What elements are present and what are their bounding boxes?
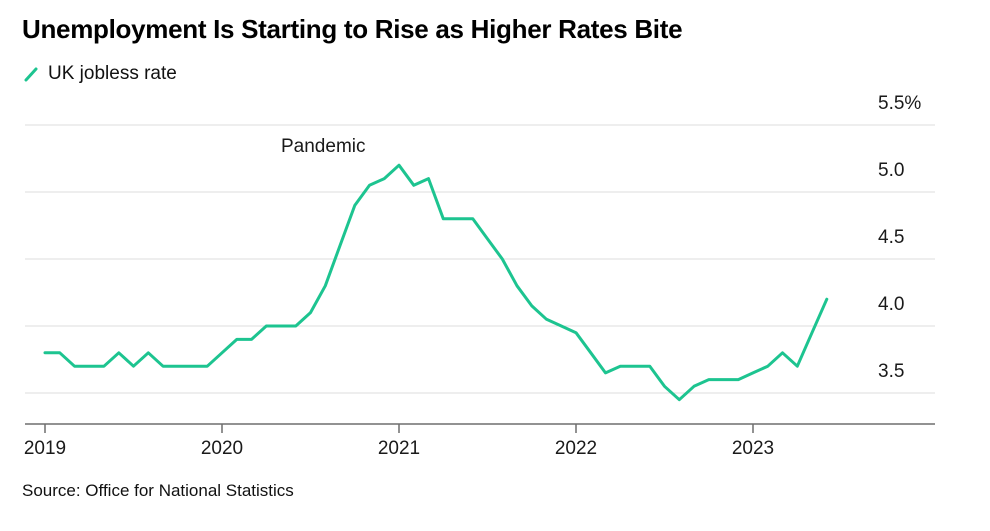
x-axis-label: 2023 <box>732 438 774 459</box>
pandemic-annotation: Pandemic <box>281 136 366 157</box>
legend-label: UK jobless rate <box>48 63 177 84</box>
y-axis-label: 4.5 <box>878 227 904 248</box>
source-note: Source: Office for National Statistics <box>22 481 294 500</box>
y-axis-label: 4.0 <box>878 294 904 315</box>
y-axis-label: 3.5 <box>878 361 904 382</box>
legend: UK jobless rate <box>22 63 177 85</box>
legend-line-icon <box>24 67 38 82</box>
y-axis-label: 5.5% <box>878 93 921 114</box>
y-axis-label: 5.0 <box>878 160 904 181</box>
x-axis-label: 2019 <box>24 438 66 459</box>
chart-title: Unemployment Is Starting to Rise as High… <box>22 14 683 44</box>
x-axis-label: 2022 <box>555 438 597 459</box>
x-axis-label: 2020 <box>201 438 243 459</box>
jobless-rate-line <box>43 163 829 402</box>
x-axis-label: 2021 <box>378 438 420 459</box>
